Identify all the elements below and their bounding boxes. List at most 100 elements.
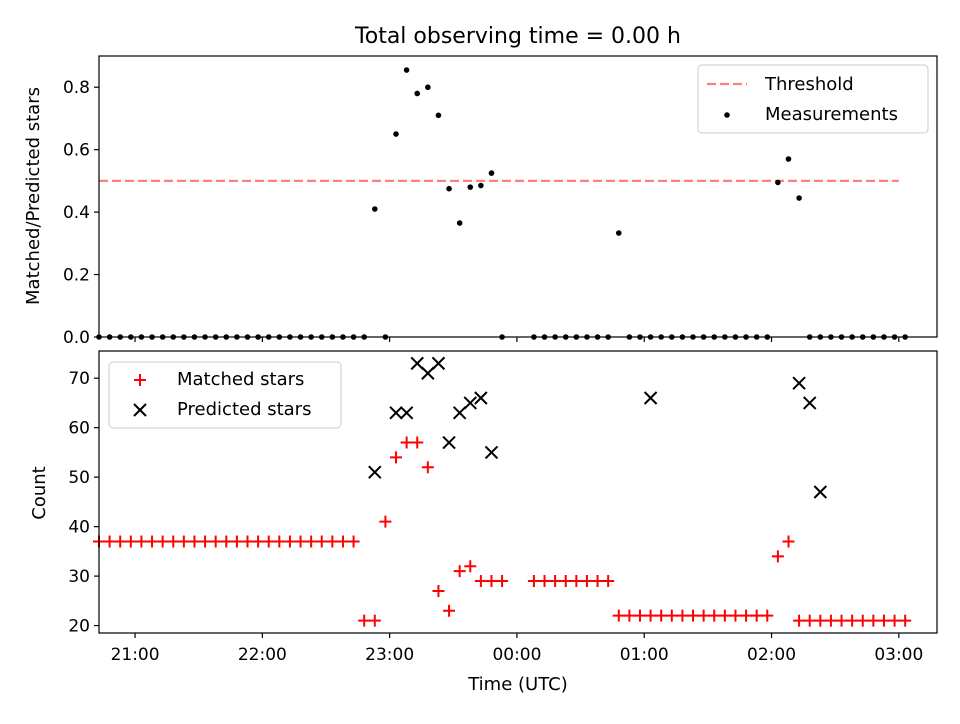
measurement-point [456, 220, 463, 226]
matched-stars-point [474, 575, 487, 588]
count-x-axis-label: Time (UTC) [467, 674, 568, 695]
matched-stars-point [188, 535, 201, 548]
y-tick-label: 0.2 [63, 266, 90, 286]
legend-matched-swatch [134, 374, 146, 386]
matched-stars-point [740, 609, 753, 622]
matched-stars-point [538, 575, 551, 588]
predicted-stars-point [643, 391, 658, 405]
measurement-point [796, 195, 802, 201]
matched-stars-point [549, 575, 562, 588]
y-tick-label: 0.4 [63, 203, 90, 223]
predicted-stars-point [399, 406, 414, 420]
predicted-stars-point [484, 445, 499, 460]
matched-stars-point [877, 614, 890, 627]
legend-measurements-swatch [724, 112, 730, 118]
predicted-stars-point [463, 396, 477, 410]
matched-stars-point [315, 535, 328, 548]
matched-stars-point [644, 609, 657, 622]
matched-stars-point [336, 535, 349, 548]
matched-stars-point [729, 609, 742, 622]
predicted-stars-point [410, 356, 424, 371]
matched-stars-point [262, 535, 275, 548]
matched-stars-point [156, 535, 169, 548]
matched-stars-point [867, 614, 880, 627]
count-legend-box [108, 361, 342, 429]
matched-stars-point [665, 609, 678, 622]
matched-stars-point [824, 614, 837, 627]
matched-stars-point [358, 614, 371, 627]
matched-stars-point [177, 535, 190, 548]
ratio-axes-frame [98, 55, 938, 338]
matched-stars-point [103, 535, 116, 548]
x-tick-label: 00:00 [492, 645, 541, 665]
predicted-stars-point [813, 485, 828, 499]
measurement-point [414, 90, 421, 97]
measurement-point [467, 184, 474, 190]
matched-stars-point [676, 609, 689, 622]
matched-stars-point [368, 614, 381, 627]
ratio-legend: Threshold Measurements [697, 64, 929, 134]
measurement-point [615, 230, 622, 236]
matched-stars-point [453, 565, 466, 578]
predicted-stars-point [792, 376, 806, 390]
ratio-legend-box [697, 64, 929, 134]
legend-predicted-label: Predicted stars [177, 399, 311, 420]
legend-measurements-label: Measurements [765, 104, 898, 125]
y-tick-label: 30 [68, 567, 90, 587]
y-tick-label: 60 [68, 419, 90, 439]
predicted-stars-point [421, 366, 435, 380]
matched-stars-point [411, 436, 424, 449]
matched-stars-point [146, 535, 159, 548]
matched-stars-point [782, 535, 795, 548]
y-tick-label: 70 [68, 369, 90, 389]
matched-stars-point [273, 535, 286, 548]
matched-stars-point [390, 451, 403, 464]
count-panel: 20 30 40 50 60 70 21:00 22:00 23:00 00:00 01:00 02… [29, 350, 938, 695]
matched-stars-point [580, 575, 593, 588]
ratio-panel-title: Total observing time = 0.00 h [354, 24, 681, 49]
count-x-ticks: 21:00 22:00 23:00 00:00 01:00 02:00 03:00 [111, 633, 923, 665]
y-tick-label: 40 [68, 518, 90, 538]
matched-stars-point [771, 550, 784, 563]
matched-stars-point [687, 609, 700, 622]
predicted-stars-point [389, 406, 403, 420]
x-tick-label: 01:00 [620, 645, 669, 665]
matched-stars-point [326, 535, 339, 548]
measurement-point [371, 206, 378, 212]
predicted-stars-point [442, 435, 456, 450]
y-tick-label: 0.6 [63, 141, 90, 161]
count-plot-area [93, 356, 912, 627]
x-tick-label: 22:00 [238, 645, 287, 665]
matched-stars-point [697, 609, 710, 622]
matched-stars-point [793, 614, 806, 627]
matched-stars-point [167, 535, 180, 548]
y-tick-label: 0.0 [63, 328, 90, 348]
measurement-point [393, 131, 399, 137]
matched-stars-point [496, 575, 509, 588]
matched-stars-point [899, 614, 912, 627]
measurement-point [425, 84, 431, 91]
matched-stars-point [294, 535, 307, 548]
y-tick-label: 50 [68, 468, 90, 488]
legend-matched-label: Matched stars [177, 369, 304, 390]
matched-stars-point [443, 604, 456, 617]
matched-stars-point [124, 535, 137, 548]
matched-stars-point [347, 535, 360, 548]
matched-stars-point [527, 575, 540, 588]
matched-stars-point [400, 436, 413, 449]
matched-stars-point [485, 575, 498, 588]
measurement-point [478, 182, 484, 189]
predicted-stars-point [474, 391, 488, 405]
count-y-ticks: 20 30 40 50 60 70 [68, 369, 99, 637]
matched-stars-point [750, 609, 763, 622]
matched-stars-point [602, 575, 615, 588]
matched-stars-point [209, 535, 222, 548]
y-tick-label: 0.8 [63, 78, 90, 98]
matched-stars-point [803, 614, 816, 627]
matched-stars-point [464, 560, 477, 573]
matched-stars-point [241, 535, 254, 548]
predicted-stars-point [368, 465, 382, 479]
ratio-panel: Total observing time = 0.00 h 0.0 0.2 0.4 0… [23, 24, 938, 348]
matched-stars-point [761, 609, 774, 622]
matched-stars-point [559, 575, 572, 588]
